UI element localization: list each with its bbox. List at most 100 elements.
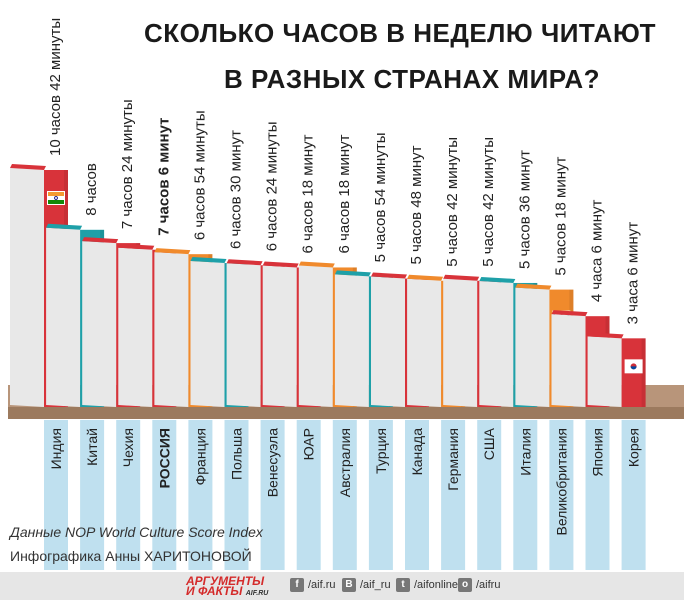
book-pages <box>154 252 189 407</box>
category-label: Индия <box>48 428 64 469</box>
value-label: 4 часа 6 минут <box>589 200 606 303</box>
social-label: /aifonline <box>414 579 459 591</box>
book-top <box>515 283 552 290</box>
book-pages <box>46 227 81 407</box>
book-pages <box>587 336 622 407</box>
category-label: РОССИЯ <box>156 428 172 488</box>
book-top <box>334 270 371 277</box>
book-pages <box>262 265 297 407</box>
category-label: Великобритания <box>553 428 569 536</box>
category-label: Турция <box>373 428 389 474</box>
social-label: /aifru <box>476 579 501 591</box>
facebook-icon: f <box>290 578 304 592</box>
book-top <box>190 257 227 264</box>
value-label: 5 часов 42 минуты <box>480 137 497 267</box>
book-bar <box>587 332 646 407</box>
book-top <box>46 223 83 230</box>
category-label: Польша <box>229 428 245 480</box>
category-stripe <box>188 420 213 570</box>
vk-icon: В <box>342 578 356 592</box>
book-pages <box>334 274 369 407</box>
book-pages <box>407 278 442 407</box>
book-top <box>407 274 444 281</box>
category-stripe <box>296 420 321 570</box>
value-label: 5 часов 18 минут <box>552 156 569 275</box>
category-stripe <box>585 420 610 570</box>
shelf-front <box>8 407 684 419</box>
category-label: Корея <box>626 428 642 467</box>
logo-line-1: АРГУМЕНТЫ <box>186 574 265 588</box>
logo-line-2: И ФАКТЫ <box>186 584 243 598</box>
category-stripe <box>116 420 141 570</box>
value-label: 6 часов 18 минут <box>336 134 353 253</box>
value-label: 8 часов <box>83 163 100 216</box>
odnoklassniki-icon: о <box>458 578 472 592</box>
india-flag-icon <box>47 191 65 205</box>
value-label: 5 часов 42 минуты <box>444 137 461 267</box>
book-top <box>118 243 155 250</box>
value-labels: 10 часов 42 минуты 8 часов 7 часов 24 мину… <box>47 18 642 324</box>
category-label: Китай <box>84 428 100 466</box>
book-pages <box>10 168 44 407</box>
category-stripe <box>44 420 68 570</box>
social-odnoklassniki[interactable]: о /aifru <box>458 578 500 592</box>
value-label: 7 часов 24 минуты <box>119 99 136 229</box>
book-top <box>371 272 407 279</box>
category-label: Италия <box>517 428 533 476</box>
category-label: Франция <box>192 428 208 485</box>
logo-domain: AIF.RU <box>245 590 269 597</box>
book-pages <box>190 261 225 407</box>
category-stripe <box>80 420 105 570</box>
category-label: Германия <box>445 428 461 491</box>
book-top <box>262 261 299 268</box>
category-label: Япония <box>590 428 606 477</box>
category-stripe <box>224 420 249 570</box>
value-label: 6 часов 30 минут <box>228 130 245 249</box>
category-label: Австралия <box>337 428 353 497</box>
social-label: /aif_ru <box>360 579 391 591</box>
category-label: Венесуэла <box>265 428 281 497</box>
book-pages <box>82 241 117 407</box>
category-label: Канада <box>409 428 425 476</box>
books <box>10 164 646 407</box>
twitter-icon: t <box>396 578 410 592</box>
aif-logo: АРГУМЕНТЫ И ФАКТЫ AIF.RU <box>186 574 269 599</box>
social-twitter[interactable]: t /aifonline <box>396 578 458 592</box>
book-top <box>154 248 191 255</box>
category-stripe <box>332 420 357 570</box>
book-pages <box>515 287 550 407</box>
value-label: 5 часов 54 минуты <box>372 133 389 263</box>
category-stripe <box>152 420 177 570</box>
book-top <box>10 164 46 170</box>
book-top <box>226 259 263 266</box>
social-vk[interactable]: В /aif_ru <box>342 578 391 592</box>
category-stripe <box>368 420 393 570</box>
book-top <box>587 332 624 339</box>
category-stripe <box>549 420 574 570</box>
category-stripe <box>405 420 429 570</box>
author-credit: Инфографика Анны ХАРИТОНОВОЙ <box>10 548 252 564</box>
social-facebook[interactable]: f /aif.ru <box>290 578 336 592</box>
category-stripe <box>260 420 285 570</box>
book-top <box>479 276 516 283</box>
book-pages <box>371 276 405 407</box>
book-top <box>551 310 588 317</box>
korea-flag-icon <box>624 359 643 374</box>
category-stripe <box>513 420 538 570</box>
value-label: 10 часов 42 минуты <box>47 18 64 156</box>
data-source: Данные NOP World Culture Score Index <box>10 524 263 540</box>
category-stripe <box>621 420 646 570</box>
value-label: 5 часов 48 минут <box>408 145 425 264</box>
value-label: 6 часов 24 минуты <box>264 121 281 251</box>
category-labels: Индия Китай Чехия РОССИЯ Франция Польша Венесу… <box>48 427 642 535</box>
category-label: ЮАР <box>301 428 317 460</box>
title-line-2: В РАЗНЫХ СТРАНАХ МИРА? <box>224 64 600 94</box>
category-stripe <box>441 420 466 570</box>
category-label: Чехия <box>120 428 136 467</box>
book-pages <box>118 247 153 407</box>
value-label: 7 часов 6 минут <box>155 118 172 236</box>
value-label: 6 часов 54 минуты <box>191 110 208 240</box>
shelf-front-plank <box>8 407 684 419</box>
category-stripes <box>44 420 646 570</box>
